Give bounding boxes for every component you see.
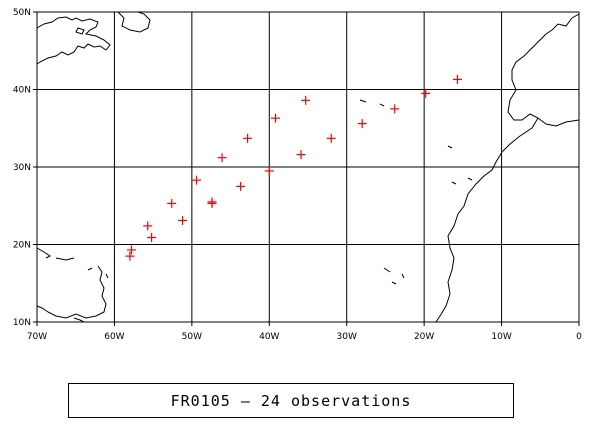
observation-marker — [296, 150, 306, 160]
coastline-iberia — [507, 13, 580, 127]
observation-marker — [236, 181, 246, 191]
coastline-islands-north — [75, 27, 85, 35]
caption-text: FR0105 — 24 observations — [170, 391, 412, 410]
observation-marker — [147, 233, 157, 243]
coastline-caribbean — [36, 247, 107, 319]
graticule — [36, 11, 580, 323]
y-axis-ticks: 10N 20N 30N 40N 50N — [13, 8, 37, 328]
observation-markers — [125, 74, 462, 261]
observation-marker — [452, 74, 462, 84]
observation-marker — [167, 198, 177, 208]
coastline-newfoundland — [117, 11, 151, 33]
x-tick-label: 50W — [182, 332, 202, 342]
observation-marker — [301, 95, 311, 105]
observation-marker — [126, 245, 136, 255]
coastline-atlantic-islands — [359, 99, 473, 285]
y-tick-label: 50N — [13, 8, 31, 18]
x-tick-label: 20W — [414, 332, 434, 342]
x-tick-label: 10W — [491, 332, 511, 342]
observation-marker — [326, 133, 336, 143]
x-tick-label: 40W — [259, 332, 279, 342]
observation-marker — [217, 153, 227, 163]
observation-marker — [192, 175, 202, 185]
observation-marker — [390, 104, 400, 114]
x-tick-label: 0 — [576, 332, 582, 342]
observation-marker — [178, 215, 188, 225]
observation-marker — [125, 251, 135, 261]
y-tick-label: 10N — [13, 318, 31, 328]
coastline-africa — [435, 117, 539, 323]
y-tick-label: 30N — [13, 163, 31, 173]
x-tick-label: 60W — [104, 332, 124, 342]
y-tick-label: 40N — [13, 86, 31, 96]
observation-marker — [207, 197, 217, 207]
observation-marker — [357, 119, 367, 129]
x-axis-ticks: 70W 60W 50W 40W 30W 20W 10W 0 — [27, 322, 582, 342]
observation-marker — [270, 113, 280, 123]
observation-marker — [143, 221, 153, 231]
observation-marker — [421, 88, 431, 98]
coastline-caribbean-islands — [73, 267, 109, 323]
x-tick-label: 30W — [337, 332, 357, 342]
observation-marker — [264, 166, 274, 176]
y-tick-label: 20N — [13, 241, 31, 251]
caption-box: FR0105 — 24 observations — [68, 383, 514, 418]
observation-marker — [243, 133, 253, 143]
x-tick-label: 70W — [27, 332, 47, 342]
coastline-canada — [36, 16, 111, 65]
coastlines — [36, 11, 580, 323]
